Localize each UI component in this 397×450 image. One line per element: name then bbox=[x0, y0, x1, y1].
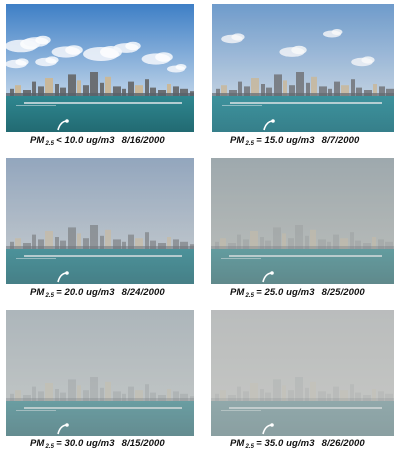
photo-panel-1: PM2.5 < 10.0 ug/m3 8/16/2000 bbox=[6, 4, 194, 149]
caption-pm: PM bbox=[30, 135, 45, 146]
caption-subscript: 2.5 bbox=[45, 444, 55, 450]
caption-value: = 20.0 ug/m3 bbox=[56, 287, 115, 298]
caption-date: 8/15/2000 bbox=[121, 438, 165, 449]
caption-3: PM2.5 = 20.0 ug/m3 8/24/2000 bbox=[30, 287, 165, 299]
caption-4: PM2.5 = 25.0 ug/m3 8/25/2000 bbox=[230, 287, 365, 299]
caption-subscript: 2.5 bbox=[245, 444, 255, 450]
caption-value: = 15.0 ug/m3 bbox=[256, 135, 315, 146]
caption-2: PM2.5 = 15.0 ug/m3 8/7/2000 bbox=[230, 135, 359, 147]
caption-date: 8/24/2000 bbox=[121, 287, 165, 298]
photo-lakefront-6 bbox=[211, 310, 394, 436]
caption-pm: PM bbox=[230, 135, 245, 146]
photo-panel-6: PM2.5 = 35.0 ug/m3 8/26/2000 bbox=[211, 310, 394, 450]
caption-value: = 35.0 ug/m3 bbox=[256, 438, 315, 449]
top-strip bbox=[0, 0, 397, 4]
photo-lakefront-4 bbox=[211, 158, 394, 284]
caption-subscript: 2.5 bbox=[45, 293, 55, 299]
photo-lakefront-2 bbox=[212, 4, 394, 132]
photo-panel-4: PM2.5 = 25.0 ug/m3 8/25/2000 bbox=[211, 158, 394, 303]
caption-pm: PM bbox=[230, 438, 245, 449]
caption-date: 8/16/2000 bbox=[121, 135, 165, 146]
caption-date: 8/7/2000 bbox=[321, 135, 360, 146]
photo-panel-2: PM2.5 = 15.0 ug/m3 8/7/2000 bbox=[212, 4, 394, 149]
caption-subscript: 2.5 bbox=[245, 293, 255, 299]
caption-date: 8/26/2000 bbox=[321, 438, 365, 449]
caption-value: = 25.0 ug/m3 bbox=[256, 287, 315, 298]
photo-panel-3: PM2.5 = 20.0 ug/m3 8/24/2000 bbox=[6, 158, 194, 303]
caption-value: = 30.0 ug/m3 bbox=[56, 438, 115, 449]
caption-pm: PM bbox=[230, 287, 245, 298]
caption-pm: PM bbox=[30, 287, 45, 298]
photo-panel-5: PM2.5 = 30.0 ug/m3 8/15/2000 bbox=[6, 310, 194, 450]
caption-subscript: 2.5 bbox=[245, 141, 255, 147]
photo-lakefront-5 bbox=[6, 310, 194, 436]
caption-6: PM2.5 = 35.0 ug/m3 8/26/2000 bbox=[230, 438, 365, 450]
caption-value: < 10.0 ug/m3 bbox=[56, 135, 115, 146]
photo-lakefront-1 bbox=[6, 4, 194, 132]
caption-5: PM2.5 = 30.0 ug/m3 8/15/2000 bbox=[30, 438, 165, 450]
photo-lakefront-3 bbox=[6, 158, 194, 284]
caption-1: PM2.5 < 10.0 ug/m3 8/16/2000 bbox=[30, 135, 165, 147]
caption-subscript: 2.5 bbox=[45, 141, 55, 147]
caption-date: 8/25/2000 bbox=[321, 287, 365, 298]
caption-pm: PM bbox=[30, 438, 45, 449]
